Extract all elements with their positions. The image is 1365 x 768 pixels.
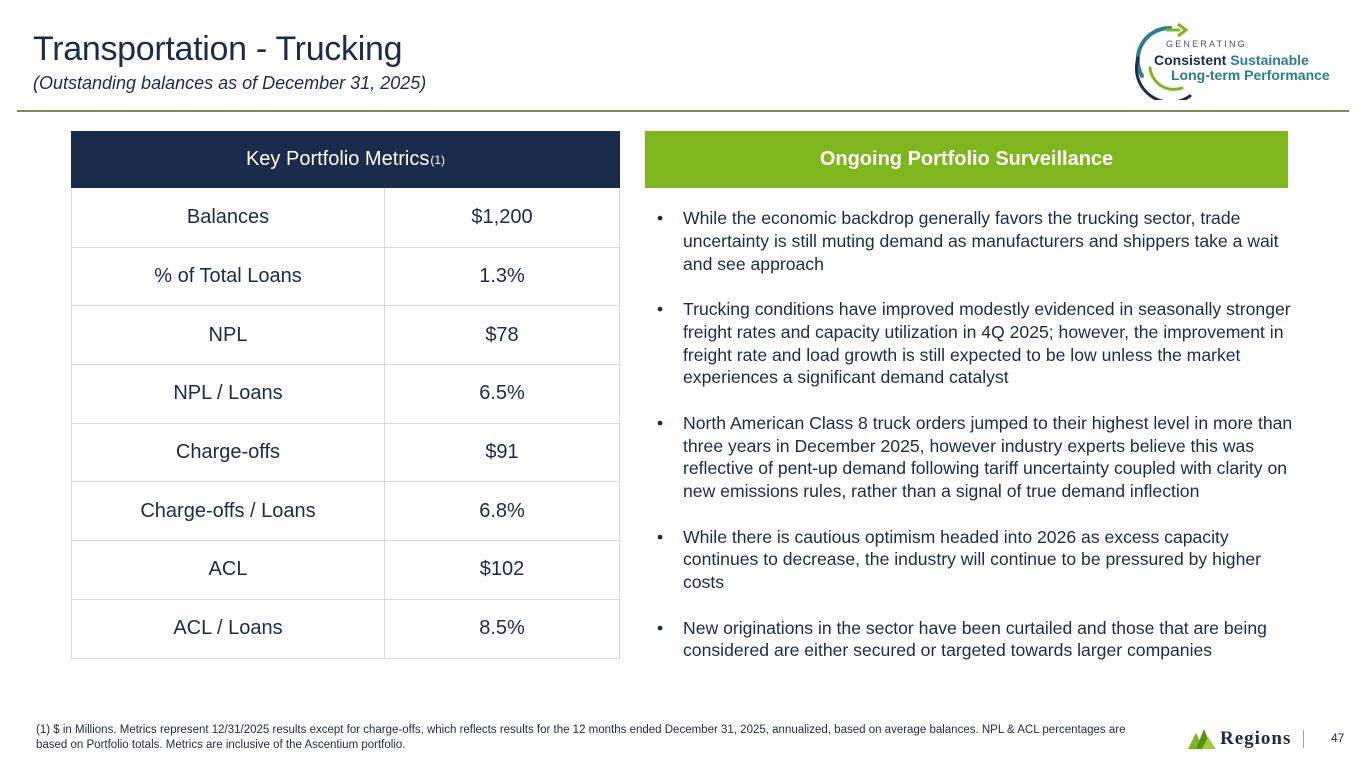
metrics-table: Balances $1,200 % of Total Loans 1.3% NP… [71, 188, 620, 659]
page-title: Transportation - Trucking [33, 30, 403, 68]
table-row: Charge-offs $91 [72, 422, 619, 482]
list-item: • While the economic backdrop generally f… [657, 207, 1297, 275]
surveillance-header: Ongoing Portfolio Surveillance [645, 131, 1288, 188]
list-item: • Trucking conditions have improved modes… [657, 298, 1297, 389]
metric-label: NPL / Loans [72, 365, 385, 423]
list-item: • While there is cautious optimism headed… [657, 526, 1297, 594]
logo-line-1: Consistent Sustainable [1154, 52, 1309, 68]
table-row: % of Total Loans 1.3% [72, 246, 619, 306]
metrics-table-header: Key Portfolio Metrics (1) [71, 131, 620, 188]
bullet-icon: • [657, 298, 664, 319]
metric-label: Charge-offs [72, 423, 385, 482]
list-item: • New originations in the sector have bee… [657, 617, 1297, 663]
logo-sustainable-text: Sustainable [1230, 52, 1309, 68]
bullet-text: While the economic backdrop generally fa… [683, 208, 1279, 274]
surveillance-bullet-list: • While the economic backdrop generally f… [657, 207, 1297, 685]
bullet-text: Trucking conditions have improved modest… [683, 298, 1291, 388]
metrics-header-footnote-ref: (1) [430, 152, 446, 167]
metric-value: 6.5% [479, 382, 525, 405]
metric-label: Charge-offs / Loans [72, 482, 385, 541]
metric-value: $78 [485, 323, 519, 346]
title-divider [17, 110, 1349, 112]
list-item: • North American Class 8 truck orders jum… [657, 412, 1297, 503]
page-number: 47 [1331, 731, 1345, 745]
metrics-header-label: Key Portfolio Metrics [245, 148, 430, 170]
table-row: Balances $1,200 [72, 188, 619, 247]
table-row: NPL $78 [72, 305, 619, 365]
generating-performance-logo: GENERATING Consistent Sustainable Long-t… [1130, 18, 1345, 100]
logo-consistent-text: Consistent [1154, 52, 1227, 68]
bullet-icon: • [657, 412, 664, 433]
metric-label: Balances [72, 188, 385, 247]
metric-label: ACL / Loans [72, 599, 385, 658]
table-row: ACL / Loans 8.5% [72, 598, 619, 658]
logo-generating-text: GENERATING [1166, 39, 1247, 49]
circular-arrows-icon [1134, 22, 1192, 100]
table-row: Charge-offs / Loans 6.8% [72, 481, 619, 541]
metric-value: 1.3% [479, 265, 525, 288]
regions-wordmark: Regions [1220, 728, 1292, 749]
bullet-icon: • [657, 526, 664, 547]
logo-long-term-text: Long-term Performance [1171, 67, 1330, 83]
metric-value: 8.5% [479, 617, 525, 640]
logo-separator [1303, 730, 1305, 748]
bullet-icon: • [657, 617, 664, 638]
table-row: ACL $102 [72, 540, 619, 599]
metric-label: % of Total Loans [72, 247, 385, 306]
metric-label: ACL [72, 541, 385, 599]
metric-value: $1,200 [471, 205, 533, 228]
regions-logo: Regions [1188, 727, 1305, 751]
metric-value: $91 [485, 441, 519, 464]
bullet-icon: • [657, 208, 664, 228]
bullet-text: While there is cautious optimism headed … [683, 526, 1261, 593]
metric-label: NPL [72, 306, 385, 365]
bullet-text: New originations in the sector have been… [683, 617, 1267, 661]
metric-value: $102 [479, 558, 525, 581]
regions-pyramid-icon [1188, 729, 1216, 749]
footnote: (1) $ in Millions. Metrics represent 12/… [36, 724, 1126, 751]
table-row: NPL / Loans 6.5% [72, 364, 619, 423]
bullet-text: North American Class 8 truck orders jump… [683, 412, 1293, 502]
metric-value: 6.8% [479, 499, 525, 522]
page-subtitle: (Outstanding balances as of December 31,… [33, 73, 427, 93]
